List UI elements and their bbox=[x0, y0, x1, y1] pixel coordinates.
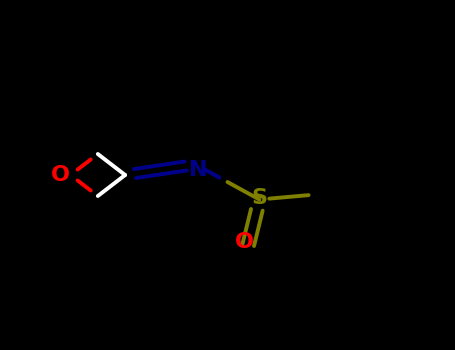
Text: O: O bbox=[51, 165, 70, 185]
Text: N: N bbox=[189, 160, 207, 180]
Text: O: O bbox=[235, 232, 254, 252]
Text: S: S bbox=[251, 188, 268, 208]
